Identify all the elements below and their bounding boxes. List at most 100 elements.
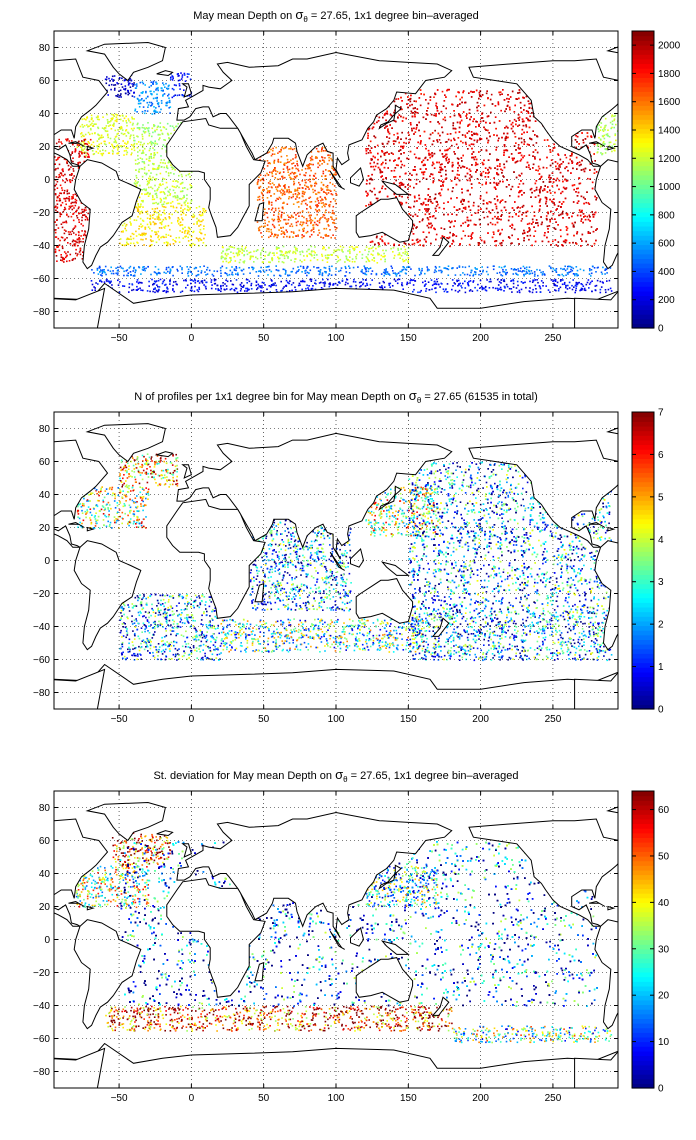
data-cell <box>442 181 444 184</box>
data-cell <box>290 231 293 233</box>
data-cell <box>279 220 282 222</box>
data-cell <box>312 227 315 229</box>
data-cell <box>559 166 561 168</box>
data-cell <box>275 146 277 149</box>
data-cell <box>279 178 281 180</box>
data-cell <box>548 178 551 181</box>
data-cell <box>561 203 563 205</box>
data-cell <box>432 215 435 217</box>
data-cell <box>154 130 156 133</box>
data-cell <box>473 118 475 120</box>
data-cell <box>485 172 487 174</box>
data-cell <box>273 225 275 227</box>
data-cell <box>274 177 277 179</box>
data-cell <box>486 215 489 218</box>
data-cell <box>296 175 298 177</box>
data-cell <box>555 221 557 223</box>
data-cell <box>401 202 403 205</box>
data-cell <box>130 79 133 82</box>
data-cell <box>565 166 568 168</box>
data-cell <box>160 184 162 187</box>
data-cell <box>117 147 119 149</box>
data-cell <box>556 208 558 210</box>
data-cell <box>494 240 496 243</box>
data-cell <box>310 222 312 225</box>
data-cell <box>383 166 386 169</box>
data-cell <box>156 167 159 169</box>
data-cell <box>434 217 437 220</box>
data-cell <box>383 152 385 155</box>
data-cell <box>278 196 281 199</box>
data-cell <box>558 168 560 171</box>
data-cell <box>323 214 326 217</box>
data-cell <box>296 189 299 192</box>
data-cell <box>105 78 108 81</box>
data-cell <box>266 152 269 154</box>
data-cell <box>86 117 88 119</box>
data-cell <box>204 233 206 236</box>
data-cell <box>302 195 304 198</box>
data-cell <box>470 214 473 216</box>
data-cell <box>334 226 336 228</box>
data-cell <box>150 186 152 188</box>
data-cell <box>146 110 149 112</box>
data-cell <box>320 187 322 189</box>
data-cell <box>409 172 411 175</box>
data-cell <box>386 113 389 115</box>
data-cell <box>531 205 533 208</box>
data-cell <box>270 195 272 197</box>
data-cell <box>148 86 151 88</box>
data-cell <box>157 188 159 190</box>
data-cell <box>533 215 536 217</box>
data-cell <box>418 221 421 223</box>
data-cell <box>468 168 471 171</box>
data-cell <box>429 216 431 218</box>
data-cell <box>593 172 596 174</box>
data-cell <box>409 206 412 209</box>
data-cell <box>157 236 159 239</box>
data-cell <box>314 157 317 159</box>
data-cell <box>129 82 131 85</box>
data-cell <box>286 235 288 238</box>
data-cell <box>172 77 174 79</box>
data-cell <box>135 184 138 187</box>
data-cell <box>90 128 92 131</box>
data-cell <box>400 145 402 148</box>
data-cell <box>521 218 524 220</box>
data-cell <box>456 197 458 199</box>
data-cell <box>96 140 99 142</box>
data-cell <box>319 196 322 198</box>
data-cell <box>190 185 193 187</box>
data-cell <box>316 213 318 216</box>
data-cell <box>200 220 203 223</box>
data-cell <box>385 112 387 115</box>
data-cell <box>506 104 509 107</box>
data-cell <box>181 175 183 178</box>
data-cell <box>313 221 316 224</box>
data-cell <box>409 179 412 181</box>
data-cell <box>293 180 295 183</box>
data-cell <box>159 137 161 139</box>
data-cell <box>135 87 138 89</box>
data-cell <box>169 194 171 196</box>
data-cell <box>328 205 331 208</box>
data-cell <box>484 176 487 178</box>
data-cell <box>302 190 305 193</box>
data-cell <box>297 168 299 170</box>
data-cell <box>309 205 312 208</box>
data-cell <box>294 198 297 200</box>
data-cell <box>113 115 115 117</box>
data-cell <box>429 153 432 156</box>
data-cell <box>270 148 272 151</box>
data-cell <box>112 151 114 153</box>
data-cell <box>138 206 140 208</box>
data-cell <box>112 153 114 155</box>
data-cell <box>429 156 431 159</box>
data-cell <box>321 188 324 190</box>
data-cell <box>129 135 132 138</box>
data-cell <box>139 234 142 236</box>
data-cell <box>415 156 417 159</box>
data-cell <box>488 201 491 203</box>
data-cell <box>393 182 395 185</box>
data-cell <box>323 146 326 149</box>
